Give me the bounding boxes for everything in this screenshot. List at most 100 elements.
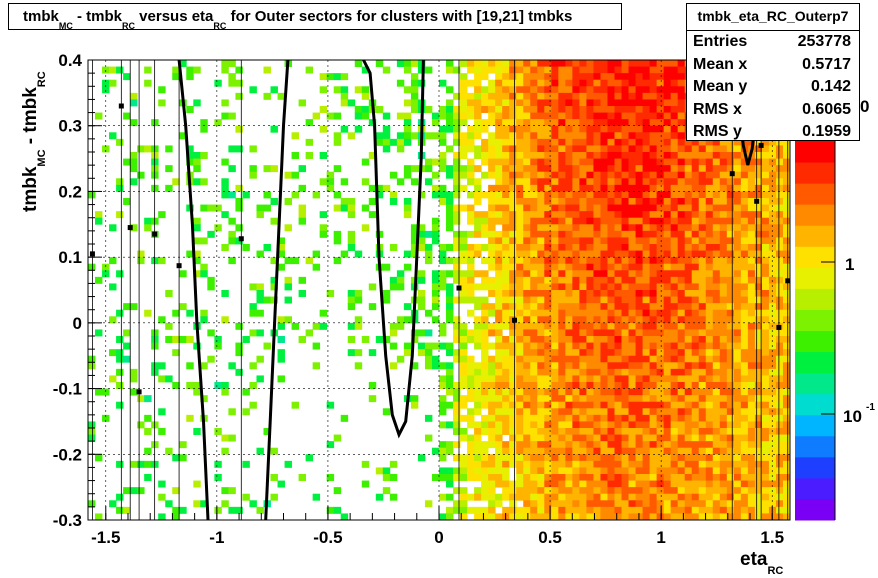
heatmap-cell	[446, 171, 454, 179]
heatmap-cell	[754, 322, 763, 330]
heatmap-cell	[614, 329, 622, 337]
stats-label: Mean y	[693, 78, 748, 95]
heatmap-cell	[656, 362, 665, 370]
heatmap-cell	[221, 99, 229, 107]
heatmap-cell	[600, 290, 608, 297]
heatmap-cell	[565, 184, 573, 192]
heatmap-cell	[453, 165, 461, 173]
heatmap-cell	[754, 454, 763, 462]
heatmap-cell	[740, 506, 749, 514]
heatmap-cell	[144, 66, 152, 74]
heatmap-cell	[677, 224, 686, 232]
heatmap-cell	[677, 408, 686, 416]
heatmap-cell	[474, 132, 482, 140]
heatmap-cell	[663, 290, 672, 297]
heatmap-cell	[642, 79, 650, 87]
heatmap-cell	[740, 171, 749, 179]
heatmap-cell	[684, 171, 693, 179]
heatmap-cell	[235, 125, 243, 133]
heatmap-cell	[705, 349, 714, 357]
heatmap-cell	[572, 112, 580, 120]
heatmap-cell	[439, 112, 447, 120]
heatmap-cell	[642, 408, 650, 416]
heatmap-cell	[677, 138, 686, 146]
heatmap-cell	[733, 230, 742, 238]
heatmap-cell	[705, 171, 714, 179]
heatmap-cell	[551, 382, 559, 389]
heatmap-cell	[544, 322, 552, 330]
heatmap-cell	[698, 368, 707, 376]
heatmap-cell	[326, 474, 335, 481]
stats-row: Mean y 0.142	[687, 76, 859, 99]
heatmap-cell	[544, 178, 552, 186]
heatmap-cell	[754, 506, 763, 514]
heatmap-cell	[628, 158, 636, 166]
heatmap-cell	[537, 355, 545, 363]
heatmap-cell	[200, 125, 208, 133]
heatmap-cell	[642, 270, 650, 278]
heatmap-cell	[621, 263, 629, 271]
heatmap-cell	[677, 79, 686, 87]
heatmap-cell	[586, 257, 594, 265]
heatmap-cell	[530, 283, 538, 291]
heatmap-cell	[607, 388, 615, 396]
heatmap-cell	[572, 224, 580, 232]
heatmap-cell	[502, 263, 510, 271]
heatmap-cell	[460, 132, 468, 140]
heatmap-cell	[586, 428, 594, 435]
heatmap-cell	[537, 263, 545, 271]
heatmap-cell	[495, 441, 503, 449]
heatmap-cell	[551, 316, 559, 324]
heatmap-cell	[614, 184, 622, 192]
heatmap-cell	[558, 421, 566, 429]
heatmap-cell	[172, 513, 180, 521]
heatmap-cell	[558, 191, 566, 199]
heatmap-cell	[579, 296, 587, 304]
heatmap-cell	[663, 309, 672, 317]
heatmap-cell	[544, 106, 552, 113]
heatmap-cell	[649, 237, 658, 245]
heatmap-cell	[593, 119, 601, 127]
heatmap-cell	[558, 342, 566, 350]
heatmap-cell	[453, 401, 461, 409]
heatmap-cell	[677, 342, 686, 350]
heatmap-cell	[474, 447, 482, 455]
heatmap-cell	[565, 217, 573, 225]
heatmap-cell	[467, 79, 475, 87]
heatmap-cell	[649, 198, 658, 205]
heatmap-cell	[684, 355, 693, 363]
heatmap-cell	[460, 401, 468, 409]
heatmap-cell	[677, 460, 686, 468]
heatmap-cell	[460, 428, 468, 435]
heatmap-cell	[256, 250, 264, 258]
heatmap-cell	[628, 434, 636, 442]
heatmap-cell	[775, 487, 784, 495]
heatmap-cell	[719, 362, 728, 370]
heatmap-cell	[600, 230, 608, 238]
heatmap-cell	[684, 513, 693, 521]
heatmap-cell	[481, 342, 489, 350]
heatmap-cell	[782, 211, 791, 219]
heatmap-cell	[782, 191, 791, 199]
heatmap-cell	[558, 276, 566, 284]
heatmap-cell	[719, 165, 728, 173]
heatmap-cell	[698, 336, 707, 343]
heatmap-cell	[768, 460, 777, 468]
heatmap-cell	[635, 171, 643, 179]
heatmap-cell	[116, 138, 124, 146]
heatmap-cell	[396, 283, 405, 291]
heatmap-cell	[319, 73, 328, 81]
heatmap-cell	[733, 276, 742, 284]
heatmap-cell	[242, 388, 250, 396]
heatmap-cell	[516, 191, 524, 199]
heatmap-cell	[642, 355, 650, 363]
heatmap-cell	[165, 165, 173, 173]
heatmap-cell	[761, 217, 770, 225]
heatmap-cell	[733, 171, 742, 179]
heatmap-cell	[495, 454, 503, 462]
heatmap-cell	[677, 178, 686, 186]
heatmap-cell	[586, 224, 594, 232]
heatmap-cell	[424, 309, 433, 317]
heatmap-cell	[284, 276, 292, 284]
heatmap-cell	[712, 230, 721, 238]
